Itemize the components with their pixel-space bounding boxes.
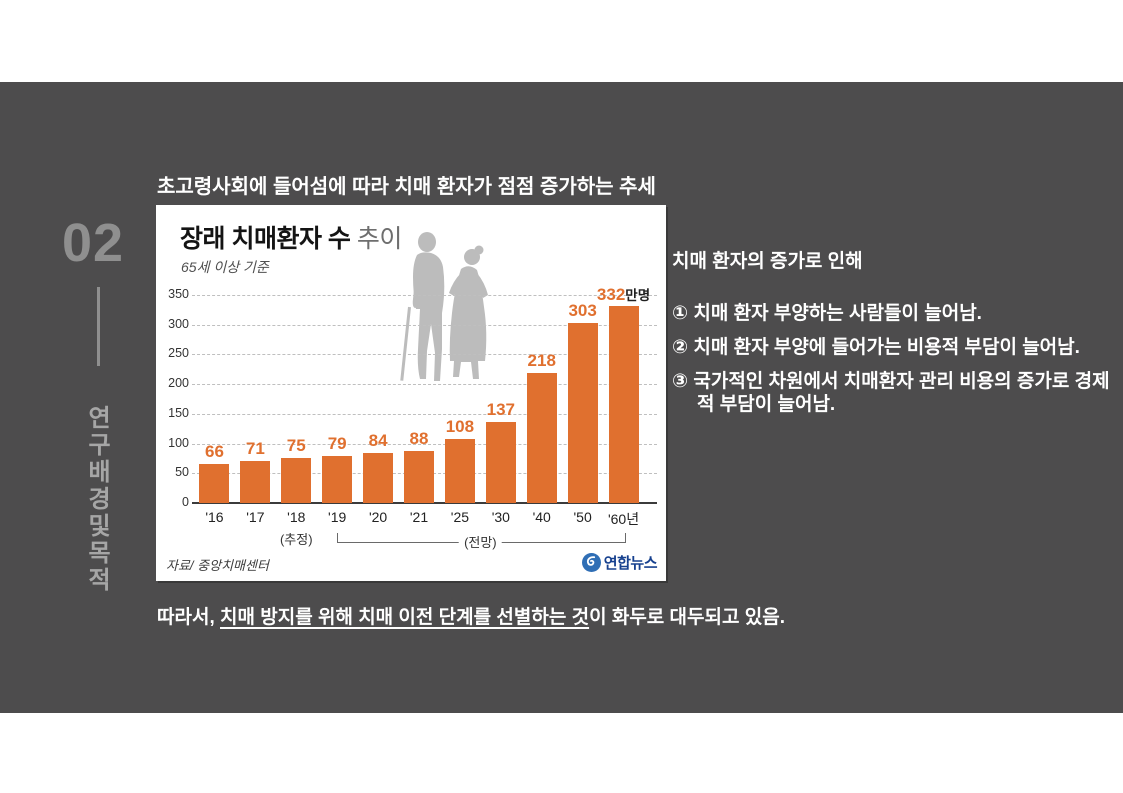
x-axis-category-label: '25 [450,509,470,525]
chart-subtitle: 65세 이상 기준 [181,259,269,275]
bar-value-label: 332만명 [596,285,651,304]
gridline-300 [192,324,657,326]
bar-value-label: 218 [527,351,556,370]
x-axis-category-label: '16 [205,509,224,525]
forecast-annotation: (전망) [459,533,502,552]
bar [363,453,394,503]
chart-plot: 0 50 100 150 200 250 300 350 66 '16 71 '17 75 '18 79 '1… [156,205,666,581]
x-axis-category-label: '17 [246,509,265,525]
x-axis-category-label: '21 [409,509,429,525]
bar [485,422,516,503]
section-title-vertical: 연구배경및목적 [83,405,110,594]
chart-title-sub: 추이 [350,225,403,253]
bar-value-label: 137 [486,400,515,419]
x-axis-category-label: '30 [491,509,510,525]
y-axis-tick-label: 250 [168,346,189,361]
gridline-350 [192,295,657,296]
x-axis-category-label: '18 [287,509,306,525]
x-axis-category-label: '20 [368,509,388,525]
bar-value-label: 84 [368,431,388,450]
chart-title-main: 장래 치매환자 수 [180,225,351,253]
conclusion-underlined: 치매 방지를 위해 치매 이전 단계를 선별하는 것 [220,607,590,628]
gridline-200 [192,384,657,386]
y-axis-tick-label: 50 [175,465,189,480]
bar-value-label: 88 [409,429,429,448]
gridline-150 [192,413,657,415]
bar-value-label: 108 [445,417,475,436]
bar [281,458,312,503]
commentary-point: ② 치매 환자 부양에 들어가는 비용적 부담이 늘어남. [672,337,1080,358]
y-axis-tick-label: 350 [168,287,189,301]
brand-name: 연합뉴스 [603,555,658,572]
x-axis-category-label: '19 [328,509,347,525]
y-axis-tick-label: 150 [168,405,189,420]
bar [526,373,557,503]
y-axis-tick-label: 0 [182,495,189,509]
chart-title: 장래 치매환자 수 추이 [180,219,402,255]
bar [322,456,353,503]
bar [567,323,598,503]
bar [199,464,230,503]
section-divider-line [97,287,100,366]
chart-panel: 장래 치매환자 수 추이 65세 이상 기준 0 50 100 150 200 250 30… [156,205,666,581]
y-axis-tick-label: 300 [168,316,189,331]
commentary-points: ① 치매 환자 부양하는 사람들이 늘어남. ② 치매 환자 부양에 들어가는 … [672,302,1123,427]
commentary-point: ③ 국가적인 차원에서 치매환자 관리 비용의 증가로 경제적 부담이 늘어남. [672,371,1110,415]
conclusion-prefix: 따라서, [157,607,220,628]
bar-value-label: 75 [286,436,306,455]
conclusion-text: 따라서, 치매 방지를 위해 치매 이전 단계를 선별하는 것이 화두로 대두되… [157,602,785,629]
bar [240,461,271,503]
elderly-couple-silhouette-icon [400,232,488,381]
x-axis-category-label: '40 [532,509,551,525]
brand-logo: 연합뉴스 [581,552,658,573]
commentary-point: ① 치매 환자 부양하는 사람들이 늘어남. [672,303,982,324]
bar-value-unit: 만명 [625,288,651,303]
slide-heading: 초고령사회에 들어섬에 따라 치매 환자가 점점 증가하는 추세 [157,176,656,198]
y-axis-tick-label: 200 [168,376,189,391]
y-axis-tick-label: 100 [168,435,189,450]
gridline-250 [192,354,657,356]
chart-source: 자료/ 중앙치매센터 [166,558,269,573]
x-axis-category-label: '50 [573,509,592,525]
gridline-100 [192,443,657,445]
yonhap-logo-icon [581,553,601,572]
x-axis-category-label: '60년 [607,511,640,527]
bar [608,306,639,503]
estimate-annotation: (추정) [279,532,313,547]
x-axis-line [192,502,657,504]
bar-value-label: 79 [327,434,347,453]
bar-value-label: 66 [204,442,224,461]
bar [444,439,475,503]
bar [404,451,434,503]
bar-value-label: 71 [245,439,265,458]
bar-value-label: 303 [568,301,597,320]
commentary-intro: 치매 환자의 증가로 인해 [672,251,863,272]
conclusion-suffix: 이 화두로 대두되고 있음. [589,607,785,628]
section-number: 02 [62,213,125,273]
